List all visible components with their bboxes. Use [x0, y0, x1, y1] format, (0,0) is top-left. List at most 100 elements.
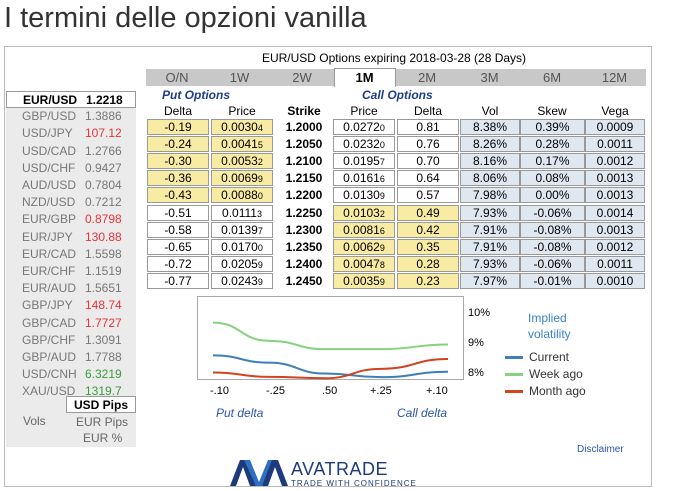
series-line-current	[212, 354, 449, 379]
vol-cell-text: 8.26%	[472, 137, 508, 152]
call-price-cell-text: 0.0047	[343, 256, 380, 271]
tab-1m[interactable]: 1M	[333, 68, 396, 87]
x-tick-label: .50	[322, 385, 338, 397]
unit-usd-pips-button[interactable]: USD Pips	[66, 396, 136, 413]
put-delta-cell: -0.19	[147, 119, 209, 135]
currency-pair-sidebar	[6, 91, 136, 447]
put-delta-cell-text: -0.65	[164, 239, 192, 254]
pair-row-gbp-aud[interactable]: GBP/AUD 1.7788	[6, 349, 136, 366]
skew-cell: 0.39%	[520, 119, 585, 135]
pair-row-eur-usd[interactable]: EUR/USD 1.2218	[6, 91, 136, 108]
skew-cell-text: -0.08%	[533, 239, 572, 254]
call-price-cell-text: 0.0195	[343, 154, 380, 169]
call-delta-cell-text: 0.64	[416, 171, 440, 186]
pair-row-aud-usd[interactable]: AUD/USD 0.7804	[6, 177, 136, 194]
vol-cell: 8.38%	[460, 119, 520, 135]
pair-symbol: EUR/AUD	[22, 281, 77, 296]
tab-on[interactable]: O/N	[165, 70, 189, 85]
put-price-cell: 0.01700	[211, 238, 273, 255]
pair-row-xau-usd[interactable]: XAU/USD 1319.7	[6, 383, 136, 400]
vol-cell-text: 7.98%	[472, 188, 508, 203]
pair-rate: 148.74	[85, 298, 122, 313]
pair-row-nzd-usd[interactable]: NZD/USD 0.7212	[6, 194, 136, 211]
col-put-delta: Delta	[163, 104, 192, 118]
tab-3m[interactable]: 3M	[480, 70, 499, 85]
vol-cell: 7.98%	[460, 187, 520, 204]
pair-rate: 1.3886	[85, 109, 122, 124]
tab-6m[interactable]: 6M	[542, 70, 562, 85]
col-strike: Strike	[287, 104, 321, 118]
put-delta-cell-text: -0.72	[164, 256, 192, 271]
put-price-cell: 0.00532	[211, 153, 273, 170]
avatrade-tagline: TRADE WITH CONFIDENCE	[291, 479, 417, 488]
call-price-cell-subdigit: 9	[379, 191, 385, 202]
call-options-header: Call Options	[362, 88, 433, 102]
pair-row-eur-aud[interactable]: EUR/AUD 1.5651	[6, 280, 136, 297]
pair-row-eur-gbp[interactable]: EUR/GBP 0.8798	[6, 211, 136, 228]
tab-2m[interactable]: 2M	[417, 70, 437, 85]
strike-cell: 1.2050	[285, 137, 323, 152]
call-delta-cell: 0.64	[397, 170, 459, 187]
skew-cell-text: -0.06%	[533, 205, 572, 220]
pair-symbol: GBP/AUD	[22, 350, 77, 364]
pair-row-gbp-usd[interactable]: GBP/USD 1.3886	[6, 108, 136, 125]
pair-row-gbp-cad[interactable]: GBP/CAD 1.7727	[6, 315, 136, 332]
disclaimer-link[interactable]: Disclaimer	[577, 444, 624, 455]
put-price-cell-text: 0.0041	[221, 137, 258, 152]
pair-row-gbp-chf[interactable]: GBP/CHF 1.3091	[6, 332, 136, 349]
tab-12m[interactable]: 12M	[601, 70, 628, 85]
pair-rate: 1.5651	[85, 281, 122, 296]
pair-row-eur-chf[interactable]: EUR/CHF 1.1519	[6, 263, 136, 280]
call-delta-cell-text: 0.57	[416, 188, 440, 203]
pair-row-eur-jpy[interactable]: EUR/JPY 130.88	[6, 229, 136, 246]
pair-symbol: GBP/CHF	[22, 332, 76, 347]
tab-2w[interactable]: 2W	[292, 70, 312, 85]
put-delta-cell: -0.24	[147, 136, 209, 153]
pair-rate: 1.3091	[85, 332, 122, 347]
pair-row-eur-cad[interactable]: EUR/CAD 1.5598	[6, 246, 136, 263]
pair-symbol: USD/JPY	[22, 126, 73, 141]
vega-cell: 0.0014	[585, 204, 645, 221]
call-price-cell-subdigit: 9	[379, 242, 385, 253]
pair-row-usd-jpy[interactable]: USD/JPY 107.12	[6, 125, 136, 142]
put-delta-cell: -0.43	[147, 187, 209, 204]
put-price-cell: 0.02439	[211, 272, 273, 289]
put-price-cell-text: 0.0243	[221, 273, 258, 288]
strike-cell: 1.2150	[285, 171, 323, 186]
legend-swatch	[505, 356, 523, 360]
pair-rate: 107.12	[85, 126, 122, 141]
put-price-cell-text: 0.0069	[221, 171, 258, 186]
call-price-cell-text: 0.0103	[343, 205, 380, 220]
unit-eur-pips-button[interactable]: EUR Pips	[76, 415, 129, 429]
x-tick-label: -.25	[266, 385, 285, 397]
put-price-cell-subdigit: 7	[257, 225, 263, 236]
skew-cell: -0.08%	[520, 221, 585, 238]
skew-cell-text: 0.28%	[535, 137, 570, 152]
expiry-title: EUR/USD Options expiring 2018-03-28 (28 …	[261, 51, 527, 65]
vol-cell: 7.91%	[460, 238, 520, 255]
volatility-chart-svg	[212, 321, 449, 380]
call-delta-cell: 0.42	[397, 221, 459, 238]
vol-cell-text: 7.97%	[472, 273, 508, 288]
series-line-month-ago	[212, 358, 449, 380]
vega-cell-text: 0.0011	[597, 137, 633, 152]
vol-cell-text: 8.16%	[472, 154, 508, 169]
vega-cell: 0.0011	[585, 136, 645, 153]
strike-cell: 1.2250	[285, 205, 323, 220]
vol-cell: 7.91%	[460, 221, 520, 238]
vol-cell: 8.16%	[460, 153, 520, 170]
pair-row-usd-cnh[interactable]: USD/CNH 6.3219	[6, 366, 136, 383]
pair-row-usd-cad[interactable]: USD/CAD 1.2766	[6, 143, 136, 160]
vega-cell-text: 0.0013	[596, 188, 634, 203]
tab-1w[interactable]: 1W	[229, 70, 250, 85]
call-price-cell-text: 0.0035	[343, 273, 380, 288]
put-price-cell-subdigit: 3	[256, 208, 262, 219]
put-delta-cell: -0.72	[147, 255, 209, 272]
pair-symbol: USD/CHF	[22, 160, 76, 175]
legend-label: Current	[529, 350, 570, 364]
unit-eur-pct-button[interactable]: EUR %	[83, 431, 123, 445]
x-tick-label: +.10	[426, 385, 448, 397]
pair-row-usd-chf[interactable]: USD/CHF 0.9427	[6, 160, 136, 177]
vega-cell-text: 0.0013	[596, 171, 634, 186]
pair-row-gbp-jpy[interactable]: GBP/JPY 148.74	[6, 297, 136, 314]
